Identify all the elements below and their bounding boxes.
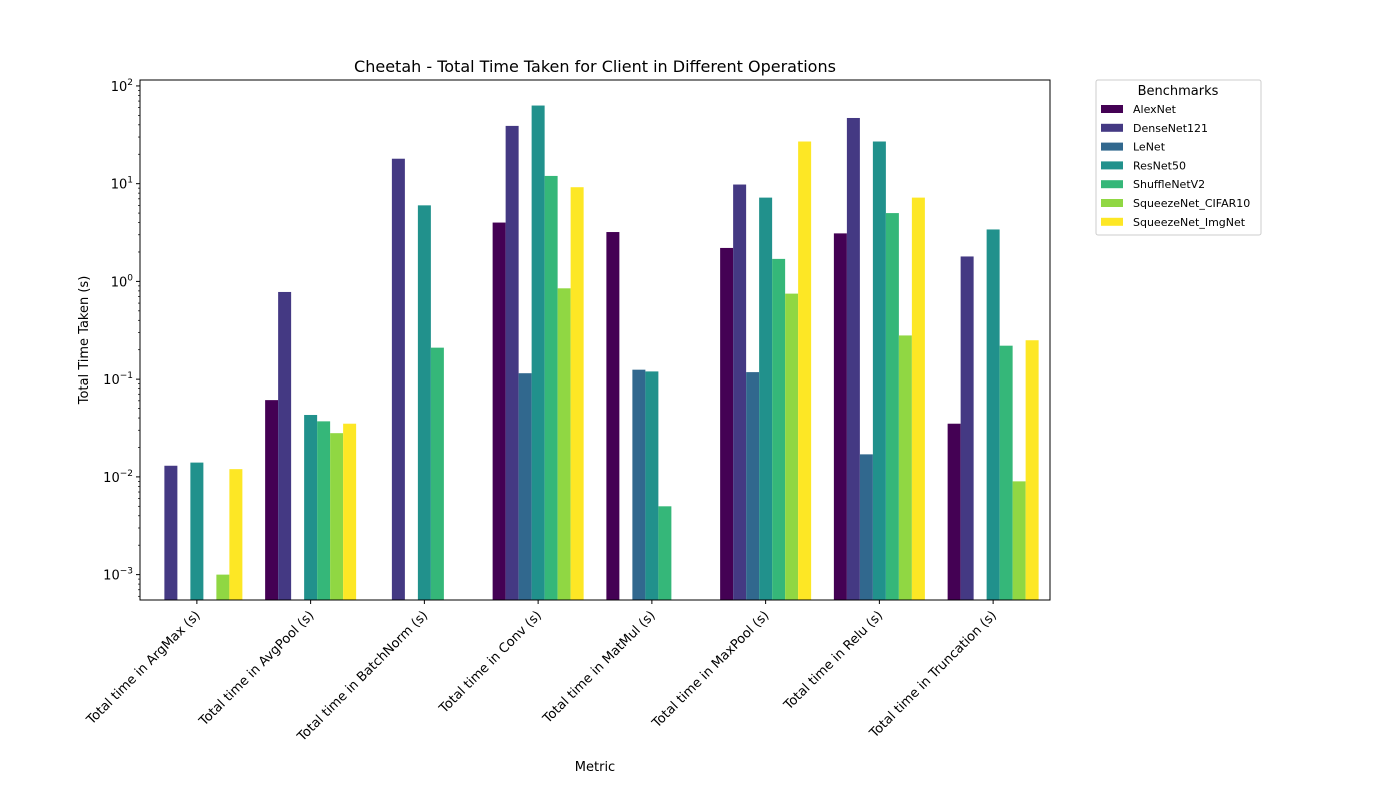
bar <box>1012 481 1026 600</box>
bar <box>947 423 961 600</box>
legend-label: LeNet <box>1133 141 1166 154</box>
bar <box>632 369 646 600</box>
bar <box>999 345 1013 600</box>
bar <box>531 105 545 600</box>
plot-area-frame <box>139 79 1051 601</box>
bar <box>570 187 584 600</box>
y-axis-label: Total Time Taken (s) <box>77 276 92 406</box>
bar <box>544 175 558 600</box>
bar <box>430 347 444 600</box>
bar <box>518 373 532 600</box>
y-tick-label: 102 <box>111 78 133 95</box>
bar <box>759 197 773 601</box>
bar <box>265 400 279 600</box>
bar <box>505 125 519 601</box>
bar <box>898 335 912 600</box>
x-tick-label: Total time in ArgMax (s) <box>83 608 203 728</box>
bar <box>557 288 571 600</box>
y-tick-label: 10−2 <box>103 469 133 486</box>
x-tick-label: Total time in AvgPool (s) <box>196 608 318 730</box>
x-tick-label: Total time in Truncation (s) <box>866 608 1000 742</box>
bars-group <box>164 105 1039 601</box>
bar <box>164 465 178 600</box>
legend-swatch <box>1101 199 1123 207</box>
bar <box>986 229 1000 600</box>
bar <box>772 258 786 600</box>
bar <box>859 454 873 600</box>
legend-label: SqueezeNet_CIFAR10 <box>1133 197 1250 210</box>
x-axis: Total time in ArgMax (s)Total time in Av… <box>83 600 1000 745</box>
bar <box>911 197 925 601</box>
bar <box>785 293 799 600</box>
bar <box>720 247 734 600</box>
bar <box>885 213 899 600</box>
bar <box>606 232 620 601</box>
bar <box>798 141 812 600</box>
x-tick-label: Total time in Conv (s) <box>436 608 545 717</box>
legend-label: ShuffleNetV2 <box>1133 178 1205 191</box>
y-tick-label: 10−3 <box>103 567 133 584</box>
x-tick-label: Total time in MatMul (s) <box>540 608 659 727</box>
legend-label: SqueezeNet_ImgNet <box>1133 216 1246 229</box>
bar <box>846 117 860 600</box>
bar <box>417 205 431 600</box>
bar <box>733 184 747 600</box>
legend-label: ResNet50 <box>1133 159 1186 172</box>
bar <box>229 469 243 600</box>
bar <box>658 506 672 600</box>
bar <box>278 291 292 600</box>
bar <box>216 574 230 600</box>
bar <box>645 371 659 600</box>
bar <box>317 421 331 600</box>
chart-title: Cheetah - Total Time Taken for Client in… <box>354 57 836 76</box>
bar <box>190 462 204 600</box>
legend-swatch <box>1101 217 1123 226</box>
legend-swatch <box>1101 161 1123 170</box>
bar <box>492 222 506 600</box>
bar <box>746 372 760 600</box>
y-tick-label: 10−1 <box>103 371 133 388</box>
y-tick-label: 100 <box>111 273 134 290</box>
legend-swatch <box>1101 105 1123 113</box>
bar <box>833 233 847 600</box>
bar <box>1025 340 1039 600</box>
legend-frame <box>1095 79 1262 236</box>
bar <box>343 423 357 600</box>
bar <box>960 256 974 600</box>
legend-items: AlexNet DenseNet121 LeNet ResNet50 ShuffleNe… <box>1101 103 1250 229</box>
legend-title: Benchmarks <box>1138 84 1219 99</box>
legend-swatch <box>1101 123 1123 132</box>
bar <box>872 141 886 600</box>
x-tick-label: Total time in MaxPool (s) <box>649 608 773 732</box>
y-axis: 10−3 10−2 10−1 100 101 102 <box>103 78 140 597</box>
legend-swatch <box>1101 142 1123 151</box>
legend-label: DenseNet121 <box>1133 122 1208 135</box>
x-tick-label: Total time in Relu (s) <box>781 608 887 714</box>
legend-label: AlexNet <box>1133 103 1177 116</box>
bar <box>391 158 405 600</box>
bar <box>330 433 344 600</box>
y-tick-label: 101 <box>111 176 133 193</box>
x-tick-label: Total time in BatchNorm (s) <box>294 608 431 745</box>
bar <box>304 414 318 600</box>
x-axis-label: Metric <box>575 760 615 775</box>
legend: Benchmarks AlexNet DenseNet121 LeNet ResNet… <box>1095 79 1262 236</box>
legend-swatch <box>1101 180 1123 189</box>
